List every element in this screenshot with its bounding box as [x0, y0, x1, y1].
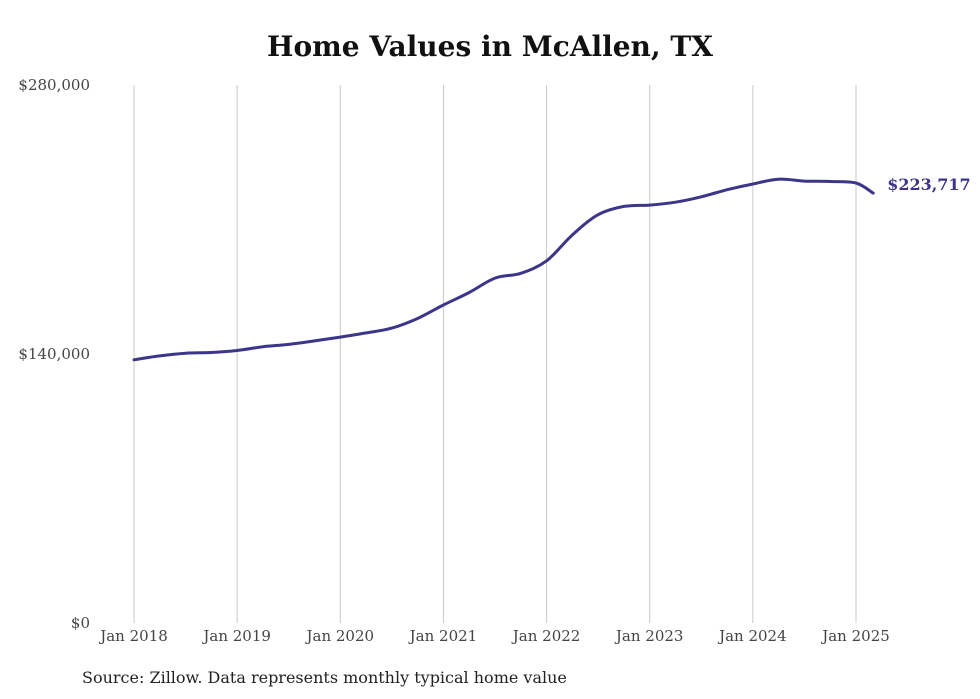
x-tick-label: Jan 2022: [511, 627, 581, 645]
series-line-home-value: [132, 177, 875, 362]
end-value-label: $223,717: [887, 175, 971, 194]
y-tick-label: $140,000: [18, 345, 90, 363]
y-tick-label: $0: [71, 614, 90, 632]
y-tick-label: $280,000: [18, 76, 90, 94]
chart-title: Home Values in McAllen, TX: [267, 30, 713, 63]
x-tick-label: Jan 2019: [201, 627, 271, 645]
x-gridlines: [133, 85, 857, 623]
x-tick-label: Jan 2021: [408, 627, 478, 645]
x-axis-ticks: Jan 2018 Jan 2019 Jan 2020 Jan 2021 Jan 2022…: [98, 627, 890, 645]
x-tick-label: Jan 2023: [614, 627, 684, 645]
x-tick-label: Jan 2024: [717, 627, 787, 645]
x-tick-label: Jan 2018: [98, 627, 168, 645]
x-tick-label: Jan 2020: [305, 627, 375, 645]
y-axis-ticks: $0 $140,000 $280,000: [18, 76, 90, 632]
source-note: Source: Zillow. Data represents monthly …: [82, 668, 567, 687]
x-tick-label: Jan 2025: [820, 627, 890, 645]
